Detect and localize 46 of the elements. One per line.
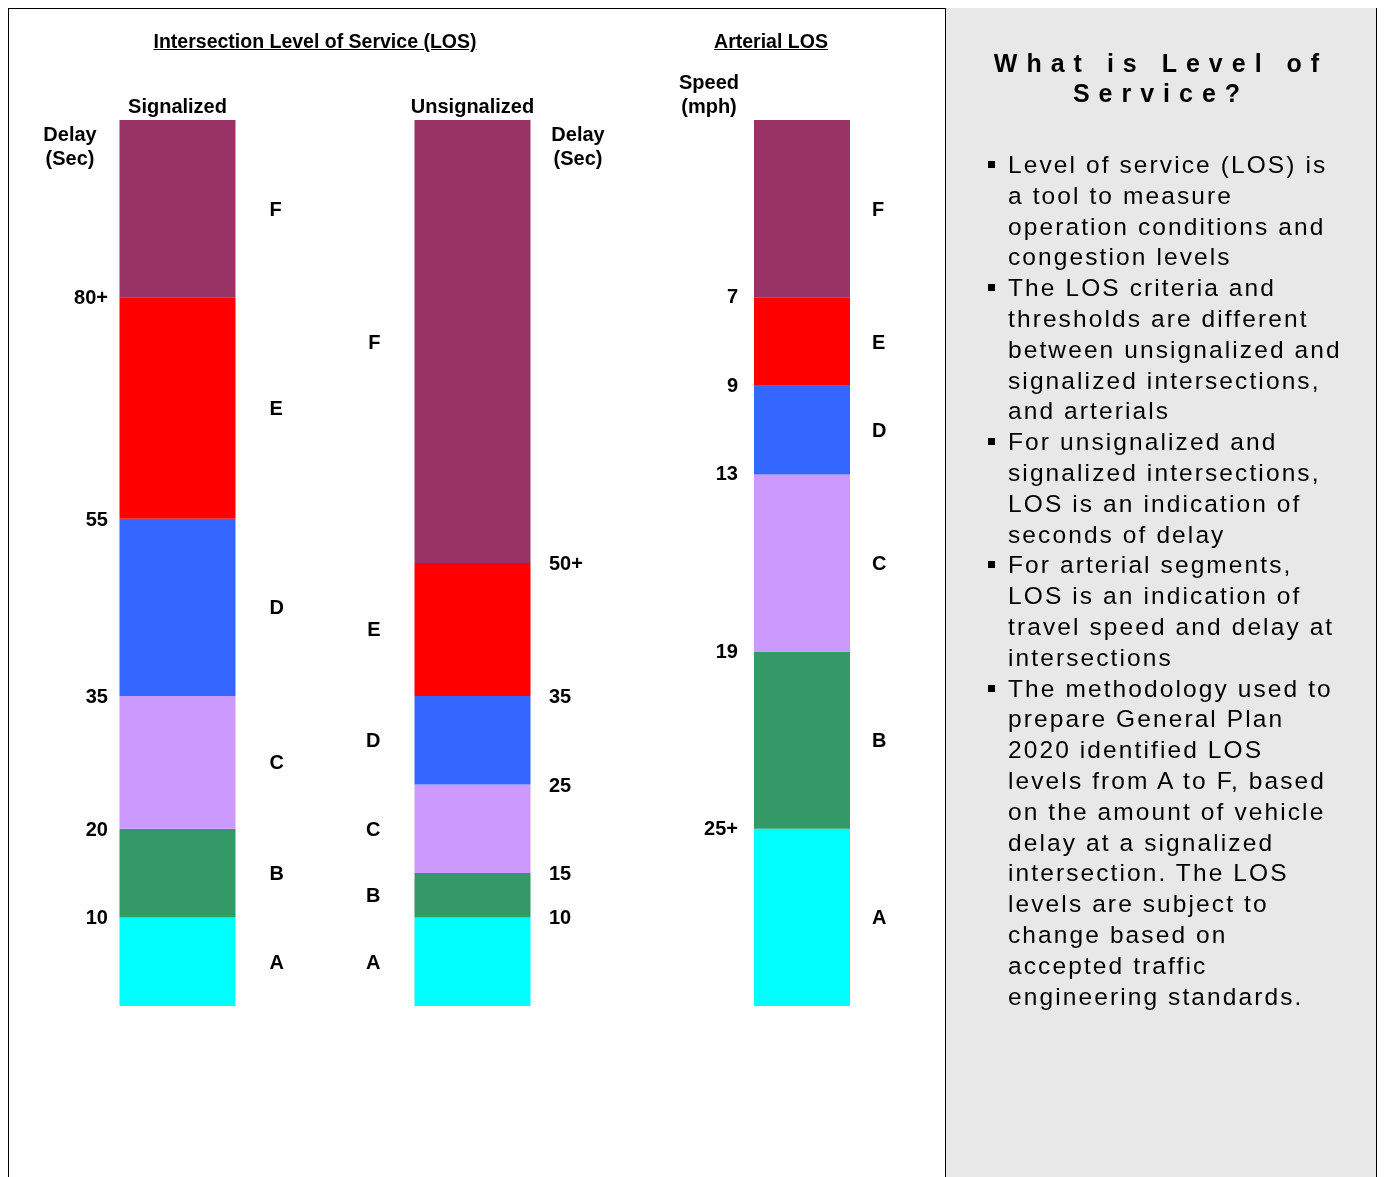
y-axis-title: Speed (mph) bbox=[678, 70, 740, 118]
series-label: F bbox=[872, 197, 885, 220]
series-label: A bbox=[269, 950, 284, 973]
y2-tick-label: 35 bbox=[549, 684, 572, 707]
text: 13 bbox=[715, 462, 738, 486]
series-label: F bbox=[368, 330, 381, 353]
y-tick-label: 55 bbox=[85, 507, 108, 530]
series-label: B bbox=[366, 884, 381, 907]
y2-tick-label: 10 bbox=[549, 906, 572, 929]
text: For arterial segments, LOS is an indication of travel speed and delay at intersections bbox=[1008, 550, 1346, 674]
series-label: F bbox=[269, 197, 282, 220]
text: 25+ bbox=[704, 816, 738, 840]
series-label: E bbox=[367, 618, 381, 641]
text: What is Level of Service? bbox=[992, 48, 1330, 108]
series-label: A bbox=[872, 906, 887, 929]
x-tick-label: Unsignalized bbox=[410, 95, 535, 117]
y-axis-title: Delay (Sec) bbox=[43, 122, 97, 170]
text: 9 bbox=[726, 373, 738, 397]
series-label: E bbox=[872, 330, 886, 353]
text: 19 bbox=[715, 639, 738, 663]
y-tick-label: 10 bbox=[85, 906, 108, 929]
text: The LOS criteria and thresholds are different between unsignalized and signalized intersections, and arterials bbox=[1008, 273, 1346, 428]
y2-tick-label: 25 bbox=[549, 773, 572, 796]
text: The methodology used to prepare General Plan 2020 identified LOS levels from A to F, based on the amount of vehicle delay at a signalized intersection. The LOS levels are subject to change based on accepted traffic engineering standards. bbox=[1008, 674, 1333, 1010]
series-label: A bbox=[366, 950, 381, 973]
y2-axis-title: Delay (Sec) bbox=[551, 122, 605, 170]
series-label: D bbox=[366, 729, 381, 752]
series-label: B bbox=[269, 862, 284, 885]
text: For unsignalized and signalized intersections, LOS is an indication of seconds of delay bbox=[1008, 427, 1346, 551]
series-label: C bbox=[269, 751, 284, 774]
series-label: C bbox=[872, 552, 887, 574]
series-label: D bbox=[872, 419, 887, 442]
y2-tick-label: 15 bbox=[549, 862, 572, 885]
chart-title: Arterial LOS bbox=[714, 30, 828, 53]
series-label: C bbox=[366, 817, 381, 840]
text: 7 bbox=[726, 285, 738, 309]
text: Level of service (LOS) is a tool to measure operation conditions and congestion levels bbox=[1008, 150, 1346, 274]
series-label: D bbox=[269, 596, 284, 619]
x-tick-label: Signalized bbox=[128, 95, 227, 117]
y-tick-label: 20 bbox=[85, 817, 108, 840]
y-tick-label: 80+ bbox=[74, 286, 108, 309]
y2-tick-label: 50+ bbox=[549, 552, 583, 574]
series-label: B bbox=[872, 729, 887, 752]
chart-title: Intersection Level of Service (LOS) bbox=[153, 30, 477, 53]
series-label: E bbox=[269, 396, 283, 419]
y-tick-label: 35 bbox=[85, 684, 108, 707]
